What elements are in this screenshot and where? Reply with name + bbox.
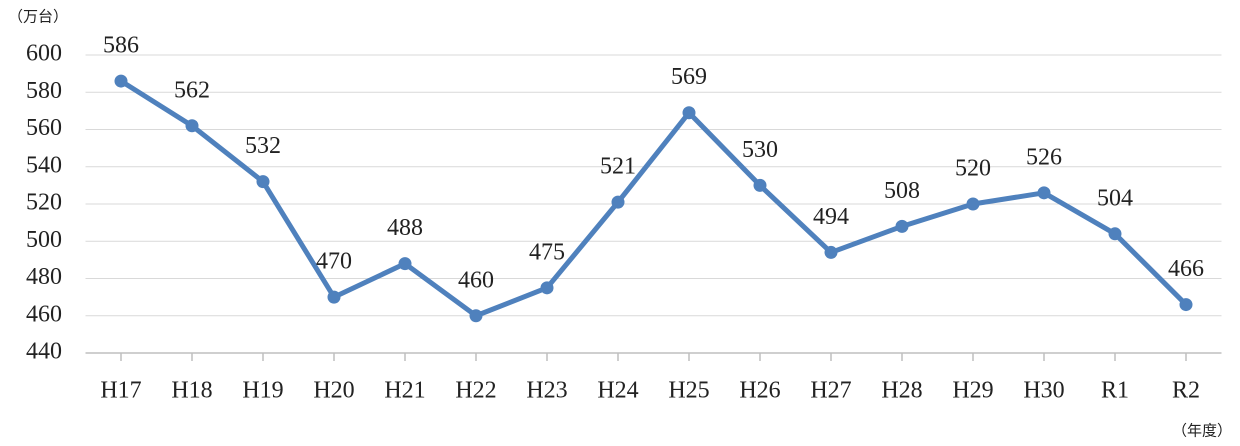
marker xyxy=(540,281,554,295)
data-label: 530 xyxy=(742,137,778,163)
x-tick-label: H20 xyxy=(313,378,354,404)
data-label: 504 xyxy=(1097,185,1133,211)
data-label: 569 xyxy=(671,64,707,90)
y-tick-label: 580 xyxy=(26,78,62,104)
x-tick-label: H18 xyxy=(171,378,212,404)
data-label: 532 xyxy=(245,133,281,159)
x-tick-label: H23 xyxy=(526,378,567,404)
data-label: 520 xyxy=(955,156,991,182)
x-tick-label: H29 xyxy=(952,378,993,404)
data-label: 508 xyxy=(884,178,920,204)
x-axis-label: （年度） xyxy=(1172,422,1232,439)
marker xyxy=(1179,298,1193,312)
x-tick-label: R2 xyxy=(1172,378,1200,404)
marker xyxy=(327,290,341,304)
data-label: 586 xyxy=(103,33,139,59)
y-tick-label: 440 xyxy=(26,339,62,365)
x-tick-label: H24 xyxy=(597,378,638,404)
x-tick-label: H22 xyxy=(455,378,496,404)
x-tick-label: H19 xyxy=(242,378,283,404)
y-tick-label: 540 xyxy=(26,152,62,178)
x-tick-label: H28 xyxy=(881,378,922,404)
y-axis-label: （万台） xyxy=(8,8,68,25)
marker xyxy=(611,195,625,209)
data-label: 562 xyxy=(174,77,210,103)
y-tick-label: 520 xyxy=(26,190,62,216)
marker xyxy=(1037,186,1051,200)
data-label: 521 xyxy=(600,154,636,180)
data-label: 475 xyxy=(529,239,565,265)
marker xyxy=(256,175,270,189)
x-tick-label: H26 xyxy=(739,378,780,404)
marker xyxy=(824,245,838,259)
marker xyxy=(753,178,767,192)
marker xyxy=(682,106,696,120)
x-tick-label: H21 xyxy=(384,378,425,404)
y-tick-label: 600 xyxy=(26,41,62,67)
marker xyxy=(469,309,483,323)
y-tick-label: 460 xyxy=(26,301,62,327)
x-tick-label: H27 xyxy=(810,378,851,404)
y-tick-label: 560 xyxy=(26,115,62,141)
series-line xyxy=(119,78,1188,319)
marker xyxy=(185,119,199,133)
x-tick-label: H30 xyxy=(1023,378,1064,404)
x-tick-label: R1 xyxy=(1101,378,1129,404)
data-label: 488 xyxy=(387,215,423,241)
marker xyxy=(398,257,412,271)
data-label: 470 xyxy=(316,249,352,275)
y-tick-label: 500 xyxy=(26,227,62,253)
marker xyxy=(966,197,980,211)
x-tick-label: H25 xyxy=(668,378,709,404)
x-tick-label: H17 xyxy=(100,378,141,404)
marker xyxy=(895,219,909,233)
data-label: 526 xyxy=(1026,144,1062,170)
y-tick-label: 480 xyxy=(26,264,62,290)
data-label: 460 xyxy=(458,267,494,293)
marker xyxy=(114,74,128,88)
marker xyxy=(1108,227,1122,241)
data-label: 494 xyxy=(813,204,849,230)
data-label: 466 xyxy=(1168,256,1204,282)
